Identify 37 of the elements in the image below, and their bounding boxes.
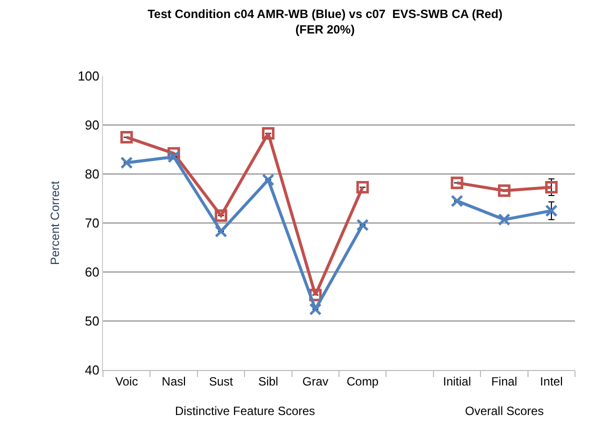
x-tick-label: Voic <box>115 374 138 388</box>
point <box>450 194 464 208</box>
point <box>309 302 322 316</box>
x-tick-label: Grav <box>302 374 328 388</box>
y-tick-label: 90 <box>84 118 100 133</box>
y-axis-title: Percent Correct <box>48 180 62 266</box>
point <box>120 131 133 144</box>
x-tick-label: Intel <box>540 374 563 388</box>
point <box>545 180 558 194</box>
point <box>262 127 274 140</box>
point <box>262 174 274 186</box>
point <box>356 218 369 232</box>
point <box>545 204 558 217</box>
y-tick-label: 60 <box>84 264 100 280</box>
y-tick-label: 80 <box>84 166 100 182</box>
point <box>120 156 133 169</box>
x-tick-label: Final <box>491 374 518 388</box>
y-tick-label: 100 <box>78 68 100 84</box>
x-tick-label: Comp <box>346 374 379 388</box>
x-tick-label: Nasl <box>162 374 186 388</box>
point <box>498 184 510 197</box>
text: Overall Scores <box>465 404 544 418</box>
point <box>214 209 228 222</box>
point <box>214 225 228 238</box>
point <box>168 150 180 164</box>
x-tick-label: Initial <box>442 374 472 388</box>
x-tick-label: Sust <box>208 374 234 388</box>
y-tick-label: 70 <box>84 216 100 231</box>
y-tick-label: 50 <box>84 314 100 329</box>
chart-subtitle: (FER 20%) <box>295 22 355 36</box>
point <box>356 180 369 194</box>
text: Distinctive Feature Scores <box>175 404 316 418</box>
chart-title: Test Condition c04 AMR-WB (Blue) vs c07 EVS-SWB CA (Red) <box>148 6 503 21</box>
x-tick-label: Sibl <box>258 374 278 388</box>
point <box>450 176 464 190</box>
y-tick-label: 40 <box>84 362 100 378</box>
point <box>498 213 510 226</box>
